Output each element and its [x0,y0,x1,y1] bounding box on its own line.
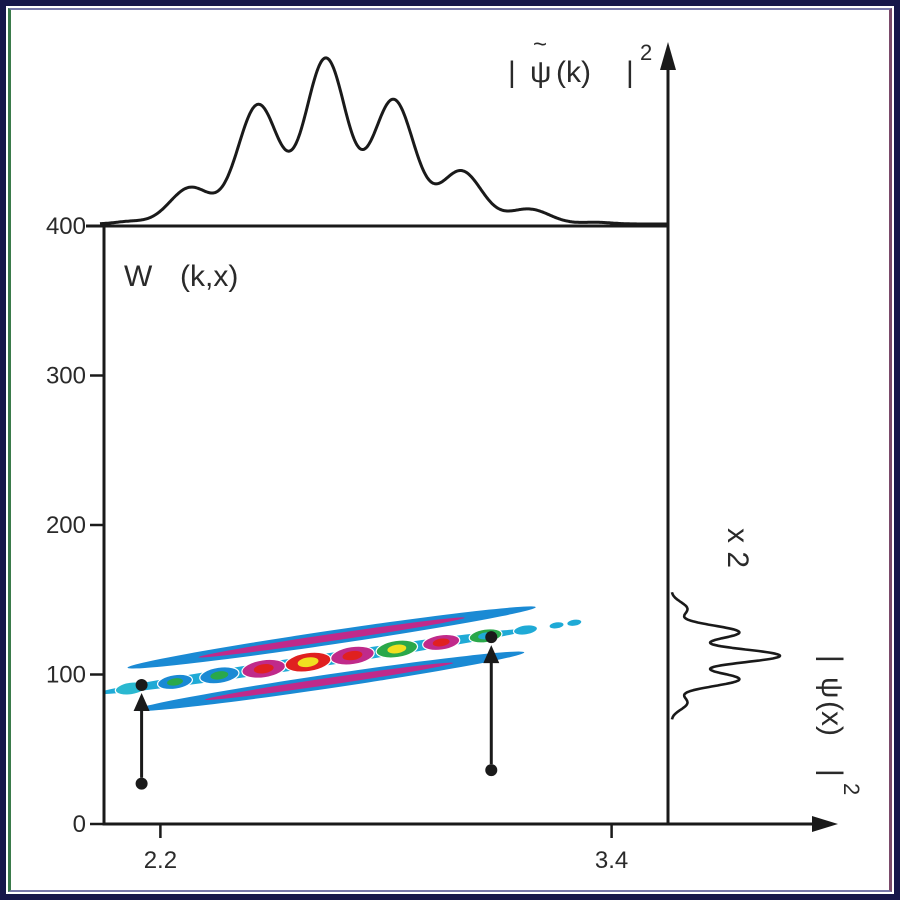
top-label-power: 2 [640,40,652,65]
upper-inner-lobe [198,617,465,658]
y-tick-label-3: 300 [46,363,86,390]
y-tick-label-2: 200 [46,512,86,539]
wigner-ridge-group [104,606,582,712]
right-label-arg: (x) [815,701,848,736]
right-marginal [670,591,782,721]
marker-arrow-head-icon-1 [483,645,500,664]
top-label-prefix: | [508,56,516,89]
w-axis-arrow-icon [660,42,676,70]
ridge-blob-core-6 [387,644,407,654]
ridge-blob-core-9 [520,627,531,633]
marker-arrow-head-icon-0 [133,692,150,711]
top-label-tilde-icon: ~ [533,31,547,58]
ridge-blob-core-2 [210,671,229,680]
plot-background [104,226,668,824]
marker-end-dot-1 [485,631,498,644]
lower-inner-lobe [204,662,454,701]
right-label-symbol: ψ [815,677,848,698]
panel-label-args: (k,x) [180,260,238,293]
top-marginal-curve [99,56,669,226]
panel-label-w: W [124,260,153,293]
x-tick-label-1: 3.4 [595,847,628,874]
top-label-symbol: ψ [530,56,551,89]
k-axis-arrow-icon [812,816,838,832]
y-tick-label-4: 400 [46,213,86,240]
right-marginal-curve [670,591,782,721]
marker-end-dot-0 [135,678,148,691]
plot-area [104,226,668,824]
ridge-blob-core-3 [253,664,274,674]
marker-start-dot-1 [485,764,498,777]
ridge-blob-core-7 [432,638,450,647]
top-label-suffix: | [626,56,634,89]
ridge-blob-core-5 [342,650,363,661]
markers-layer [133,631,500,790]
x-tick-label-0: 2.2 [144,847,177,874]
wigner-heatmap [104,606,582,712]
ridge-tail-0 [549,622,564,629]
marker-start-dot-0 [135,777,148,790]
right-label-power: 2 [839,783,864,795]
right-marginal-scale-note: x 2 [721,528,754,568]
y-tick-label-0: 0 [73,811,86,838]
right-label-suffix: | [815,769,848,777]
ridge-blob-core-1 [167,678,183,686]
ridge-tail-1 [567,619,582,626]
y-tick-label-1: 100 [46,662,86,689]
right-marginal-label: | ψ (x) | 2 [815,655,864,795]
top-marginal [86,56,669,228]
ridge-blob-core-4 [297,657,319,668]
ridge-blob-core-0 [123,685,138,692]
top-label-arg: (k) [556,56,591,89]
top-marginal-label: | ψ ~ (k) | 2 [508,31,652,89]
right-label-prefix: | [815,655,848,663]
axes: 0 100 200 300 400 2.2 3.4 [46,42,838,874]
image-frame-inner [8,8,892,892]
